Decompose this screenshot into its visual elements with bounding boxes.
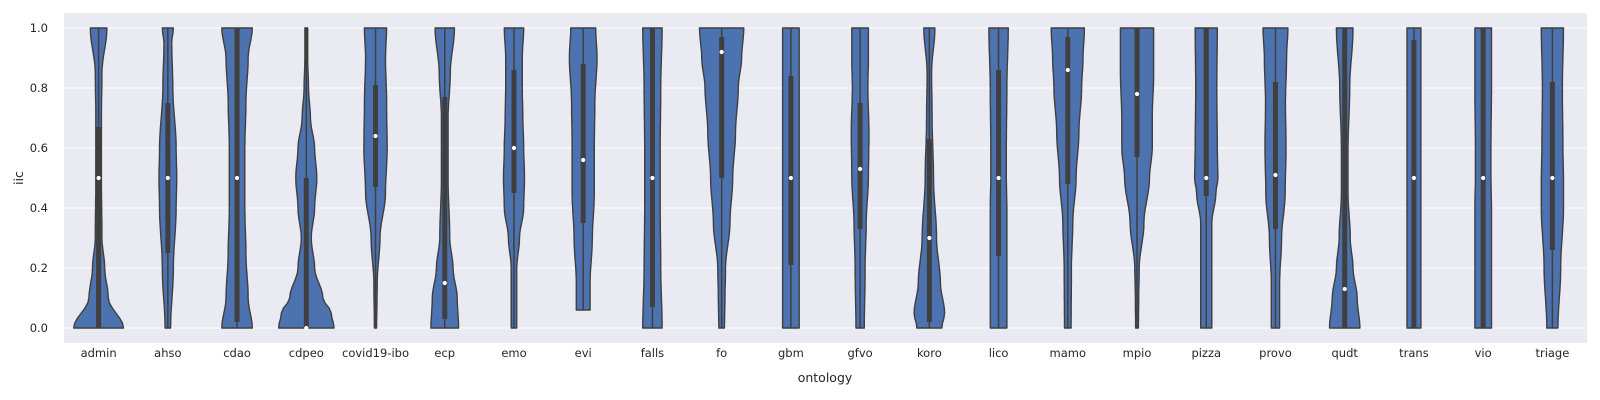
x-tick-label: qudt — [1332, 346, 1359, 360]
median-marker — [650, 175, 655, 181]
median-marker — [165, 175, 170, 181]
violins-layer — [73, 27, 1565, 331]
x-tick-label: provo — [1259, 346, 1292, 360]
x-tick-label: gfvo — [848, 346, 873, 360]
x-tick-label: mamo — [1050, 346, 1087, 360]
y-axis-title: iic — [11, 171, 26, 185]
median-marker — [96, 175, 101, 181]
median-marker — [581, 157, 586, 163]
median-marker — [1411, 175, 1417, 181]
median-marker — [1550, 175, 1555, 181]
x-tick-label: cdao — [223, 346, 251, 360]
median-marker — [1134, 91, 1140, 97]
x-tick-label: lico — [989, 346, 1009, 360]
y-tick-labels: 0.0 0.2 0.4 0.6 0.8 1.0 — [30, 21, 48, 335]
median-marker — [719, 49, 724, 55]
median-marker — [1065, 67, 1070, 73]
x-tick-labels: admin ahso cdao cdpeo covid19-ibo ecp emo evi fa… — [81, 346, 1570, 360]
x-tick-label: koro — [917, 346, 942, 360]
x-tick-label: fo — [716, 346, 727, 360]
median-marker — [1342, 286, 1347, 292]
x-tick-label: evi — [575, 346, 592, 360]
y-tick-label: 1.0 — [30, 21, 48, 35]
median-marker — [234, 175, 240, 181]
x-tick-label: vio — [1475, 346, 1492, 360]
y-tick-label: 0.0 — [30, 321, 48, 335]
median-marker — [304, 325, 309, 331]
x-tick-label: emo — [501, 346, 526, 360]
x-tick-label: ahso — [154, 346, 181, 360]
median-marker — [373, 133, 378, 139]
y-tick-label: 0.6 — [30, 141, 48, 155]
median-marker — [1204, 175, 1209, 181]
median-marker — [511, 145, 517, 151]
x-tick-label: admin — [81, 346, 117, 360]
x-tick-label: triage — [1535, 346, 1569, 360]
y-tick-label: 0.4 — [30, 201, 48, 215]
median-marker — [996, 175, 1001, 181]
x-tick-label: cdpeo — [289, 346, 324, 360]
median-marker — [1481, 175, 1486, 181]
median-marker — [1273, 172, 1278, 178]
x-tick-label: gbm — [778, 346, 804, 360]
x-tick-label: pizza — [1191, 346, 1221, 360]
x-tick-label: trans — [1399, 346, 1429, 360]
median-marker — [788, 175, 793, 181]
x-tick-label: falls — [641, 346, 664, 360]
y-tick-label: 0.8 — [30, 81, 48, 95]
x-axis-title: ontology — [798, 370, 853, 385]
x-tick-label: ecp — [434, 346, 455, 360]
median-marker — [442, 280, 447, 286]
median-marker — [927, 235, 932, 241]
median-marker — [858, 166, 863, 172]
y-tick-label: 0.2 — [30, 261, 48, 275]
x-tick-label: covid19-ibo — [342, 346, 409, 360]
x-tick-label: mpio — [1123, 346, 1152, 360]
